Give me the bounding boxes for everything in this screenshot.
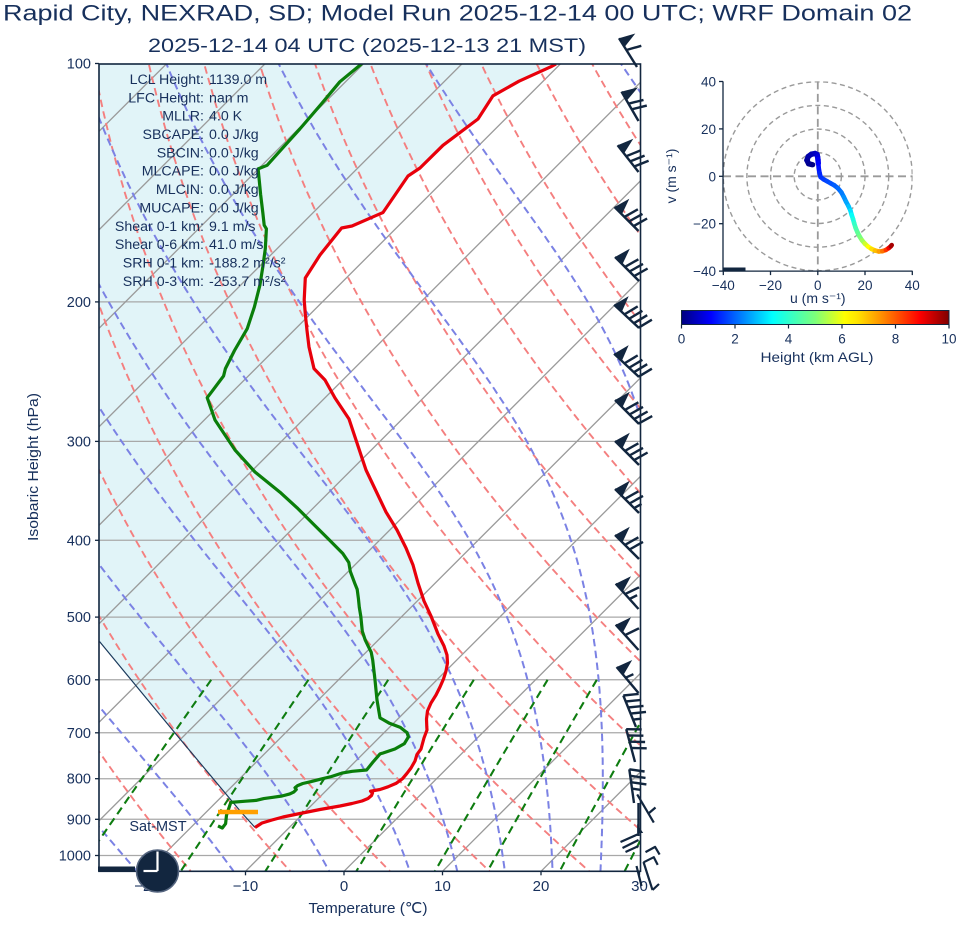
svg-text:nan m: nan m [209,90,248,106]
svg-text:0.0 J/kg: 0.0 J/kg [209,127,259,143]
svg-text:u (m s⁻¹): u (m s⁻¹) [790,290,846,306]
svg-text:−40: −40 [712,278,735,293]
svg-text:Shear 0-1 km:: Shear 0-1 km: [115,219,204,235]
svg-text:400: 400 [67,533,91,549]
svg-text:20: 20 [701,122,716,137]
svg-text:4: 4 [785,332,793,347]
svg-text:-253.7 m²/s²: -253.7 m²/s² [209,274,286,290]
svg-text:Shear 0-6 km:: Shear 0-6 km: [115,237,204,253]
svg-text:0.0 J/kg: 0.0 J/kg [209,182,259,198]
svg-text:−20: −20 [759,278,782,293]
svg-text:Height (km AGL): Height (km AGL) [761,349,874,365]
svg-text:2025-12-14 04 UTC (2025-12-13: 2025-12-14 04 UTC (2025-12-13 21 MST) [148,35,586,57]
svg-text:10: 10 [434,878,451,895]
svg-text:600: 600 [67,673,91,689]
svg-text:v (m s⁻¹): v (m s⁻¹) [663,149,679,204]
svg-text:Temperature (℃): Temperature (℃) [309,900,428,917]
svg-text:Sat-MST: Sat-MST [129,819,186,835]
svg-text:4.0 K: 4.0 K [209,109,243,125]
svg-text:6: 6 [838,332,846,347]
svg-text:10: 10 [941,332,956,347]
svg-text:SBCIN:: SBCIN: [157,145,204,161]
svg-text:0: 0 [340,878,348,895]
svg-text:2: 2 [731,332,739,347]
svg-text:Rapid City, NEXRAD, SD; Model: Rapid City, NEXRAD, SD; Model Run 2025-1… [3,1,912,26]
svg-text:8: 8 [892,332,900,347]
svg-text:SBCAPE:: SBCAPE: [142,127,204,143]
svg-text:−20: −20 [693,217,716,232]
svg-text:40: 40 [701,75,716,90]
svg-text:MUCAPE:: MUCAPE: [139,200,204,216]
svg-text:9.1 m/s: 9.1 m/s [209,219,256,235]
svg-text:Isobaric Height (hPa): Isobaric Height (hPa) [25,393,42,541]
svg-text:LFC Height:: LFC Height: [128,90,204,106]
svg-text:LCL Height:: LCL Height: [130,72,204,88]
svg-text:1139.0 m: 1139.0 m [209,72,267,88]
svg-text:−10: −10 [233,878,258,895]
svg-text:41.0 m/s: 41.0 m/s [209,237,263,253]
svg-text:500: 500 [67,610,91,626]
svg-text:20: 20 [857,278,872,293]
svg-text:0.0 J/kg: 0.0 J/kg [209,145,259,161]
svg-text:-188.2 m²/s²: -188.2 m²/s² [209,256,286,272]
svg-text:0.0 J/kg: 0.0 J/kg [209,200,259,216]
svg-text:MLLR:: MLLR: [162,109,204,125]
svg-text:700: 700 [67,726,91,742]
svg-text:SRH 0-3 km:: SRH 0-3 km: [123,274,204,290]
svg-text:0: 0 [708,169,716,184]
svg-text:40: 40 [905,278,920,293]
svg-text:MLCIN:: MLCIN: [156,182,204,198]
svg-text:20: 20 [533,878,550,895]
svg-text:30: 30 [631,878,648,895]
svg-text:MLCAPE:: MLCAPE: [142,164,204,180]
svg-text:0: 0 [678,332,686,347]
svg-text:900: 900 [67,812,91,828]
svg-text:800: 800 [67,772,91,788]
svg-text:100: 100 [67,57,91,73]
svg-text:0: 0 [814,278,822,293]
svg-text:SRH 0-1 km:: SRH 0-1 km: [123,256,204,272]
svg-text:200: 200 [67,295,91,311]
svg-text:0.0 J/kg: 0.0 J/kg [209,164,259,180]
svg-text:300: 300 [67,434,91,450]
svg-text:−40: −40 [693,264,716,279]
svg-text:1000: 1000 [59,849,91,865]
